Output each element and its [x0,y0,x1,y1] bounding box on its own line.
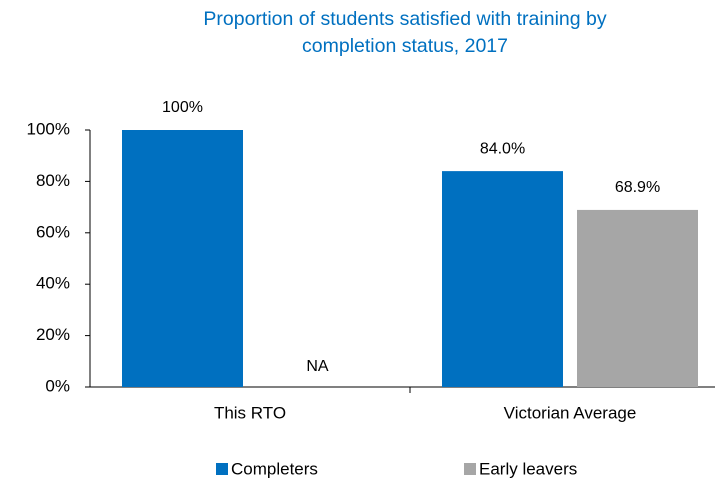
value-label: 68.9% [615,179,660,196]
y-tick-label: 100% [27,119,70,138]
value-label: NA [306,358,329,375]
bar [122,130,243,387]
chart-title: Proportion of students satisfied with tr… [203,8,607,57]
bar [442,171,563,387]
legend-label: Completers [231,459,318,478]
x-tick-label: This RTO [214,403,286,422]
y-tick-label: 80% [36,171,70,190]
value-label: 84.0% [480,140,525,157]
x-tick-label: Victorian Average [504,403,637,422]
y-tick-label: 40% [36,274,70,293]
value-label: 100% [162,99,203,116]
legend-label: Early leavers [479,459,577,478]
y-tick-label: 0% [45,376,70,395]
legend-swatch [216,463,228,475]
legend-swatch [464,463,476,475]
bar [577,209,698,387]
y-tick-label: 60% [36,222,70,241]
y-tick-label: 20% [36,325,70,344]
